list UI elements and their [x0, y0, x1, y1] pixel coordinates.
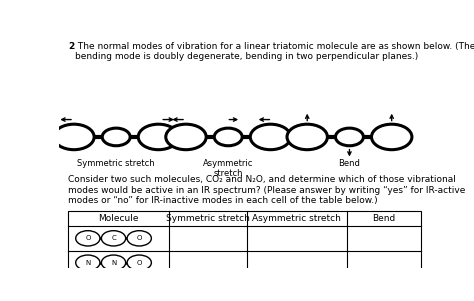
Text: Asymmetric
stretch: Asymmetric stretch [203, 159, 254, 178]
FancyBboxPatch shape [68, 211, 421, 275]
Text: Asymmetric stretch: Asymmetric stretch [252, 214, 341, 223]
Text: The normal modes of vibration for a linear triatomic molecule are as shown below: The normal modes of vibration for a line… [75, 42, 474, 61]
Text: N: N [111, 260, 116, 266]
Text: 2: 2 [68, 42, 75, 51]
Circle shape [138, 124, 179, 150]
Text: O: O [85, 235, 91, 241]
Text: C: C [111, 235, 116, 241]
Circle shape [250, 124, 291, 150]
Text: O: O [137, 260, 142, 266]
Circle shape [166, 124, 206, 150]
Circle shape [54, 124, 94, 150]
Text: Symmetric stretch: Symmetric stretch [77, 159, 155, 168]
Circle shape [214, 128, 242, 146]
Circle shape [127, 255, 151, 270]
Circle shape [336, 128, 364, 146]
Text: Consider two such molecules, CO₂ and N₂O, and determine which of those vibration: Consider two such molecules, CO₂ and N₂O… [68, 175, 466, 205]
Circle shape [127, 231, 151, 246]
Circle shape [372, 124, 412, 150]
Text: Symmetric stretch: Symmetric stretch [166, 214, 250, 223]
Circle shape [102, 128, 130, 146]
Text: N: N [85, 260, 91, 266]
Text: O: O [137, 235, 142, 241]
Circle shape [287, 124, 328, 150]
Text: Bend: Bend [373, 214, 396, 223]
Text: Molecule: Molecule [98, 214, 139, 223]
Text: Bend: Bend [338, 159, 360, 168]
Circle shape [101, 231, 126, 246]
Circle shape [76, 231, 100, 246]
Circle shape [76, 255, 100, 270]
Circle shape [101, 255, 126, 270]
